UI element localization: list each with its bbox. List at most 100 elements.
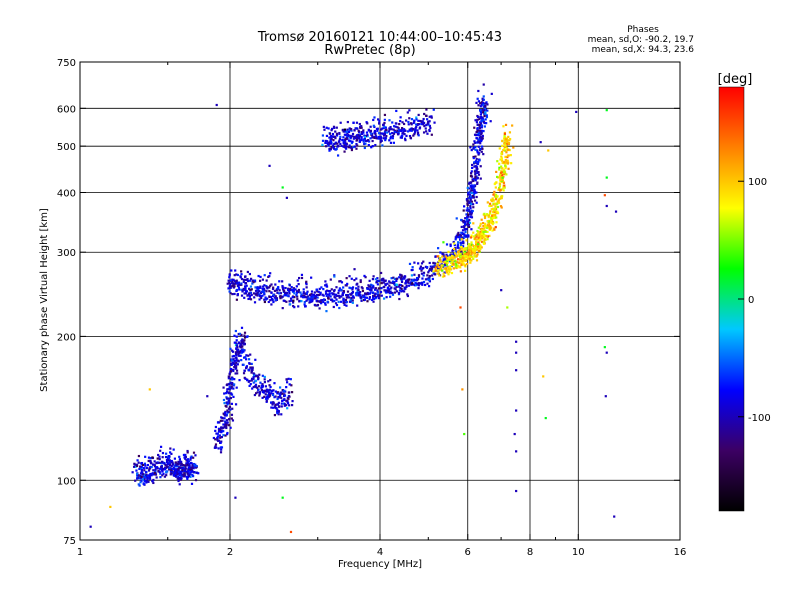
scatter-point xyxy=(462,263,465,266)
scatter-point xyxy=(276,391,280,394)
scatter-point xyxy=(394,122,397,125)
scatter-point xyxy=(459,244,462,247)
scatter-point xyxy=(442,254,445,257)
scatter-point xyxy=(298,276,301,280)
scatter-point xyxy=(508,139,511,142)
scatter-point xyxy=(446,260,449,263)
scatter-point xyxy=(392,141,395,144)
scatter-point xyxy=(404,281,407,285)
scatter-point xyxy=(477,100,481,103)
scatter-point xyxy=(476,177,479,180)
scatter-point xyxy=(469,198,472,202)
scatter-point xyxy=(441,255,444,258)
scatter-point xyxy=(458,235,461,238)
scatter-point xyxy=(233,341,236,344)
scatter-point xyxy=(139,477,142,480)
scatter-point xyxy=(229,282,232,286)
scatter-point xyxy=(187,466,190,469)
scatter-point xyxy=(348,300,352,303)
scatter-point xyxy=(287,377,290,380)
scatter-point xyxy=(494,207,497,210)
scatter-point xyxy=(240,326,244,329)
scatter-point xyxy=(370,132,373,135)
scatter-point xyxy=(329,142,333,145)
scatter-point xyxy=(360,131,363,134)
x-axis-label: Frequency [MHz] xyxy=(338,559,422,570)
scatter-point xyxy=(155,476,158,479)
colorbar-label: [deg] xyxy=(718,72,753,87)
scatter-point xyxy=(413,273,416,276)
scatter-point xyxy=(457,233,460,236)
scatter-point xyxy=(158,467,162,470)
scatter-point xyxy=(279,297,282,300)
x-tick-label: 8 xyxy=(527,547,533,558)
scatter-point xyxy=(359,296,363,299)
scatter-point xyxy=(447,269,450,273)
scatter-point xyxy=(400,128,403,131)
scatter-point xyxy=(480,218,483,221)
scatter-point xyxy=(247,380,250,383)
scatter-point xyxy=(223,417,226,420)
scatter-point xyxy=(184,457,187,460)
scatter-point xyxy=(161,469,164,472)
scatter-point xyxy=(477,245,480,248)
scatter-point xyxy=(493,228,496,231)
scatter-point xyxy=(448,265,451,269)
scatter-point xyxy=(471,244,474,247)
scatter-point xyxy=(234,351,238,354)
scatter-point xyxy=(189,475,192,478)
scatter-point xyxy=(178,476,181,480)
scatter-point xyxy=(212,436,215,440)
scatter-point xyxy=(500,157,504,160)
scatter-point xyxy=(422,122,425,125)
scatter-point xyxy=(485,122,488,125)
scatter-point xyxy=(492,193,495,196)
scatter-point xyxy=(603,346,606,349)
scatter-point xyxy=(500,206,503,209)
scatter-point xyxy=(479,147,482,151)
scatter-point xyxy=(366,291,369,295)
scatter-point xyxy=(386,282,389,285)
scatter-point xyxy=(480,131,483,134)
scatter-point xyxy=(283,398,286,402)
scatter-point xyxy=(463,259,466,262)
scatter-point xyxy=(481,235,484,239)
scatter-point xyxy=(412,121,415,125)
scatter-point xyxy=(148,467,152,470)
scatter-point xyxy=(260,290,263,293)
scatter-point xyxy=(499,197,502,200)
scatter-point xyxy=(376,277,379,280)
scatter-point xyxy=(288,300,291,303)
scatter-point xyxy=(353,145,356,148)
scatter-point xyxy=(138,484,141,487)
scatter-point xyxy=(143,478,146,481)
scatter-point xyxy=(472,196,476,199)
scatter-point xyxy=(137,454,141,458)
scatter-point xyxy=(337,140,341,143)
scatter-point xyxy=(274,295,277,298)
scatter-point xyxy=(234,352,238,355)
scatter-point xyxy=(315,293,319,297)
scatter-point xyxy=(444,255,448,258)
scatter-point xyxy=(401,127,404,130)
scatter-point xyxy=(449,243,452,246)
scatter-point xyxy=(389,290,392,293)
scatter-point xyxy=(450,264,453,268)
scatter-point xyxy=(490,204,493,207)
scatter-point xyxy=(475,259,479,262)
scatter-point xyxy=(279,391,283,394)
plot-grid xyxy=(80,62,680,540)
scatter-point xyxy=(471,163,474,167)
scatter-point xyxy=(327,289,330,293)
scatter-point xyxy=(467,182,471,185)
scatter-point xyxy=(438,274,441,277)
scatter-point xyxy=(411,266,414,269)
scatter-point xyxy=(274,403,277,406)
scatter-point xyxy=(503,132,507,135)
scatter-point xyxy=(288,395,291,398)
scatter-point xyxy=(496,202,499,205)
scatter-point xyxy=(507,154,510,157)
scatter-point xyxy=(408,128,411,131)
scatter-point xyxy=(305,296,308,299)
